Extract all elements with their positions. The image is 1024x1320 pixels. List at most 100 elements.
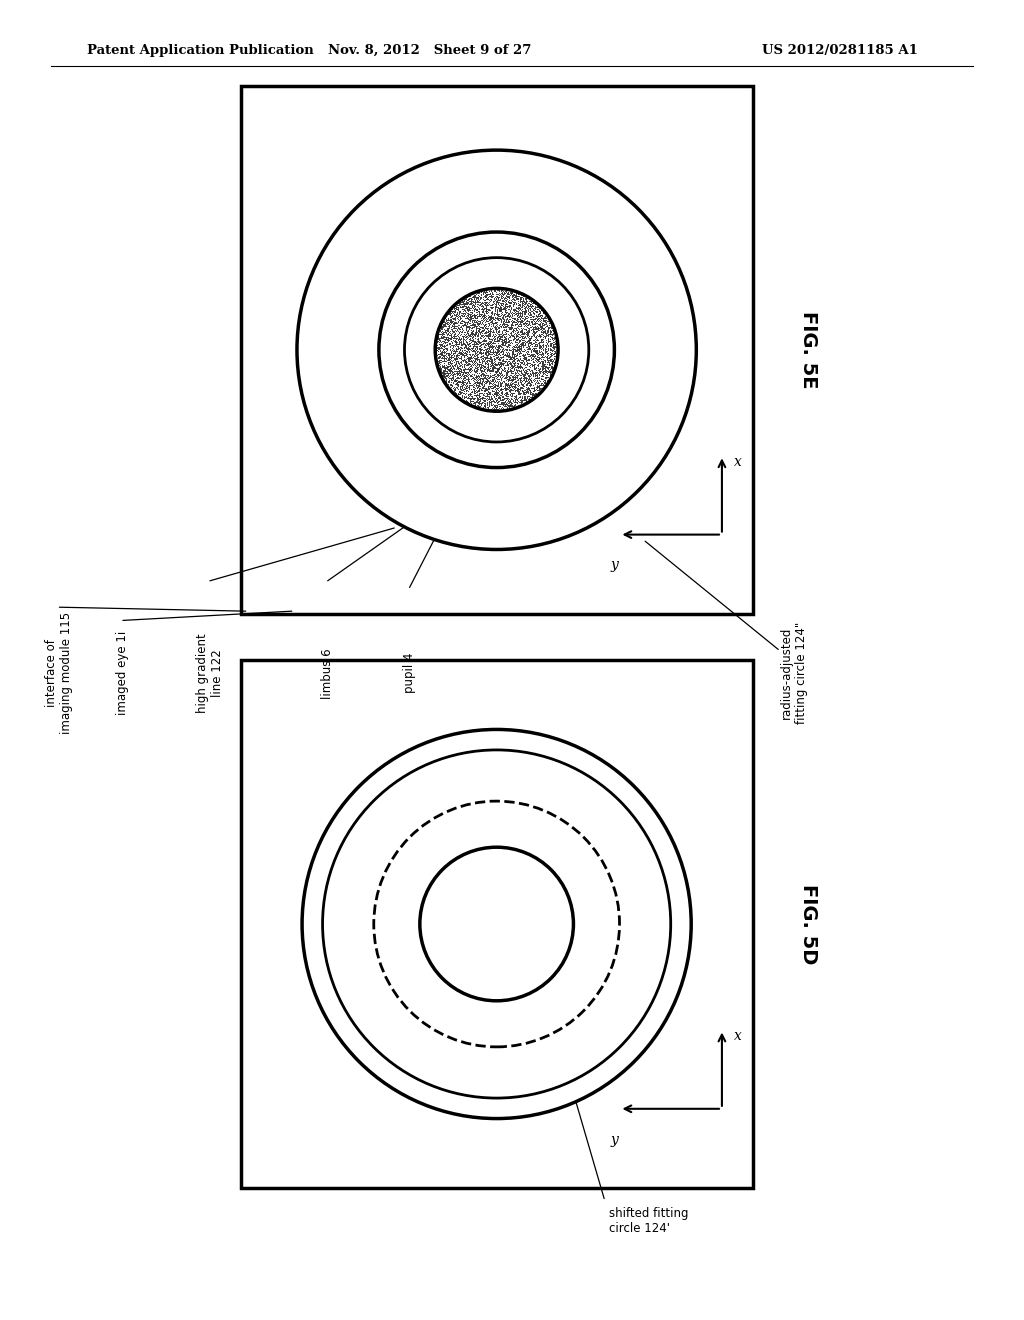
- Point: [467, 331, 483, 352]
- Point: [482, 251, 499, 272]
- Point: [472, 899, 488, 920]
- Point: [560, 362, 577, 383]
- Point: [425, 953, 441, 974]
- Point: [434, 271, 451, 292]
- Point: [541, 360, 557, 381]
- Point: [503, 388, 519, 409]
- Point: [480, 413, 497, 434]
- Point: [464, 399, 480, 420]
- Point: [529, 403, 546, 424]
- Point: [538, 413, 554, 434]
- Point: [480, 260, 497, 281]
- Point: [429, 869, 445, 890]
- Point: [411, 356, 427, 378]
- Point: [516, 895, 532, 916]
- Point: [465, 970, 481, 991]
- Point: [563, 321, 580, 342]
- Point: [438, 883, 455, 904]
- Point: [481, 246, 498, 267]
- Point: [558, 900, 574, 921]
- Point: [532, 302, 549, 323]
- Point: [483, 333, 500, 354]
- Point: [528, 379, 545, 400]
- Point: [537, 822, 553, 843]
- Point: [528, 911, 545, 932]
- Point: [444, 333, 461, 354]
- Point: [546, 335, 562, 356]
- Point: [541, 895, 557, 916]
- Point: [489, 940, 506, 961]
- Point: [427, 873, 443, 894]
- Point: [479, 896, 496, 917]
- Point: [418, 908, 434, 929]
- Point: [425, 917, 441, 939]
- Point: [543, 908, 559, 929]
- Point: [442, 804, 459, 825]
- Point: [488, 880, 505, 902]
- Point: [467, 994, 483, 1015]
- Point: [499, 942, 515, 964]
- Point: [473, 968, 489, 989]
- Point: [388, 876, 404, 898]
- Point: [418, 940, 434, 961]
- Point: [482, 333, 499, 354]
- Point: [513, 314, 529, 335]
- Point: [428, 894, 444, 915]
- Point: [599, 862, 615, 883]
- Point: [542, 322, 558, 343]
- Point: [415, 940, 431, 961]
- Point: [478, 414, 495, 436]
- Point: [461, 388, 477, 409]
- Point: [446, 362, 463, 383]
- Point: [376, 370, 392, 391]
- Point: [411, 356, 427, 378]
- Point: [527, 882, 544, 903]
- Point: [449, 952, 465, 973]
- Point: [540, 338, 556, 359]
- Point: [516, 308, 532, 329]
- Point: [465, 437, 481, 458]
- Point: [472, 886, 488, 907]
- Point: [594, 862, 610, 883]
- Point: [444, 352, 461, 374]
- Point: [497, 381, 513, 403]
- Point: [449, 977, 465, 998]
- Point: [394, 371, 411, 392]
- Point: [441, 343, 458, 364]
- Point: [461, 264, 477, 285]
- Point: [411, 327, 427, 348]
- Point: [567, 300, 584, 321]
- Point: [529, 300, 546, 321]
- Point: [466, 375, 482, 396]
- Point: [523, 820, 540, 841]
- Point: [483, 313, 500, 334]
- Point: [433, 387, 450, 408]
- Point: [560, 337, 577, 358]
- Point: [476, 325, 493, 346]
- Point: [421, 318, 437, 339]
- Point: [539, 882, 555, 903]
- Point: [519, 825, 536, 846]
- Point: [449, 334, 465, 355]
- Point: [466, 873, 482, 894]
- Point: [449, 298, 465, 319]
- Point: [521, 849, 538, 870]
- Point: [466, 285, 482, 306]
- Point: [522, 853, 539, 874]
- Point: [522, 932, 539, 953]
- Point: [591, 356, 607, 378]
- Point: [452, 360, 468, 381]
- Point: [476, 347, 493, 368]
- Point: [476, 874, 493, 895]
- Point: [549, 333, 565, 354]
- Point: [465, 417, 481, 438]
- Point: [567, 863, 584, 884]
- Point: [458, 990, 474, 1011]
- Point: [422, 1012, 438, 1034]
- Point: [468, 342, 484, 363]
- Point: [519, 836, 536, 857]
- Point: [477, 292, 494, 313]
- Point: [499, 902, 515, 923]
- Point: [426, 428, 442, 449]
- Point: [499, 882, 515, 903]
